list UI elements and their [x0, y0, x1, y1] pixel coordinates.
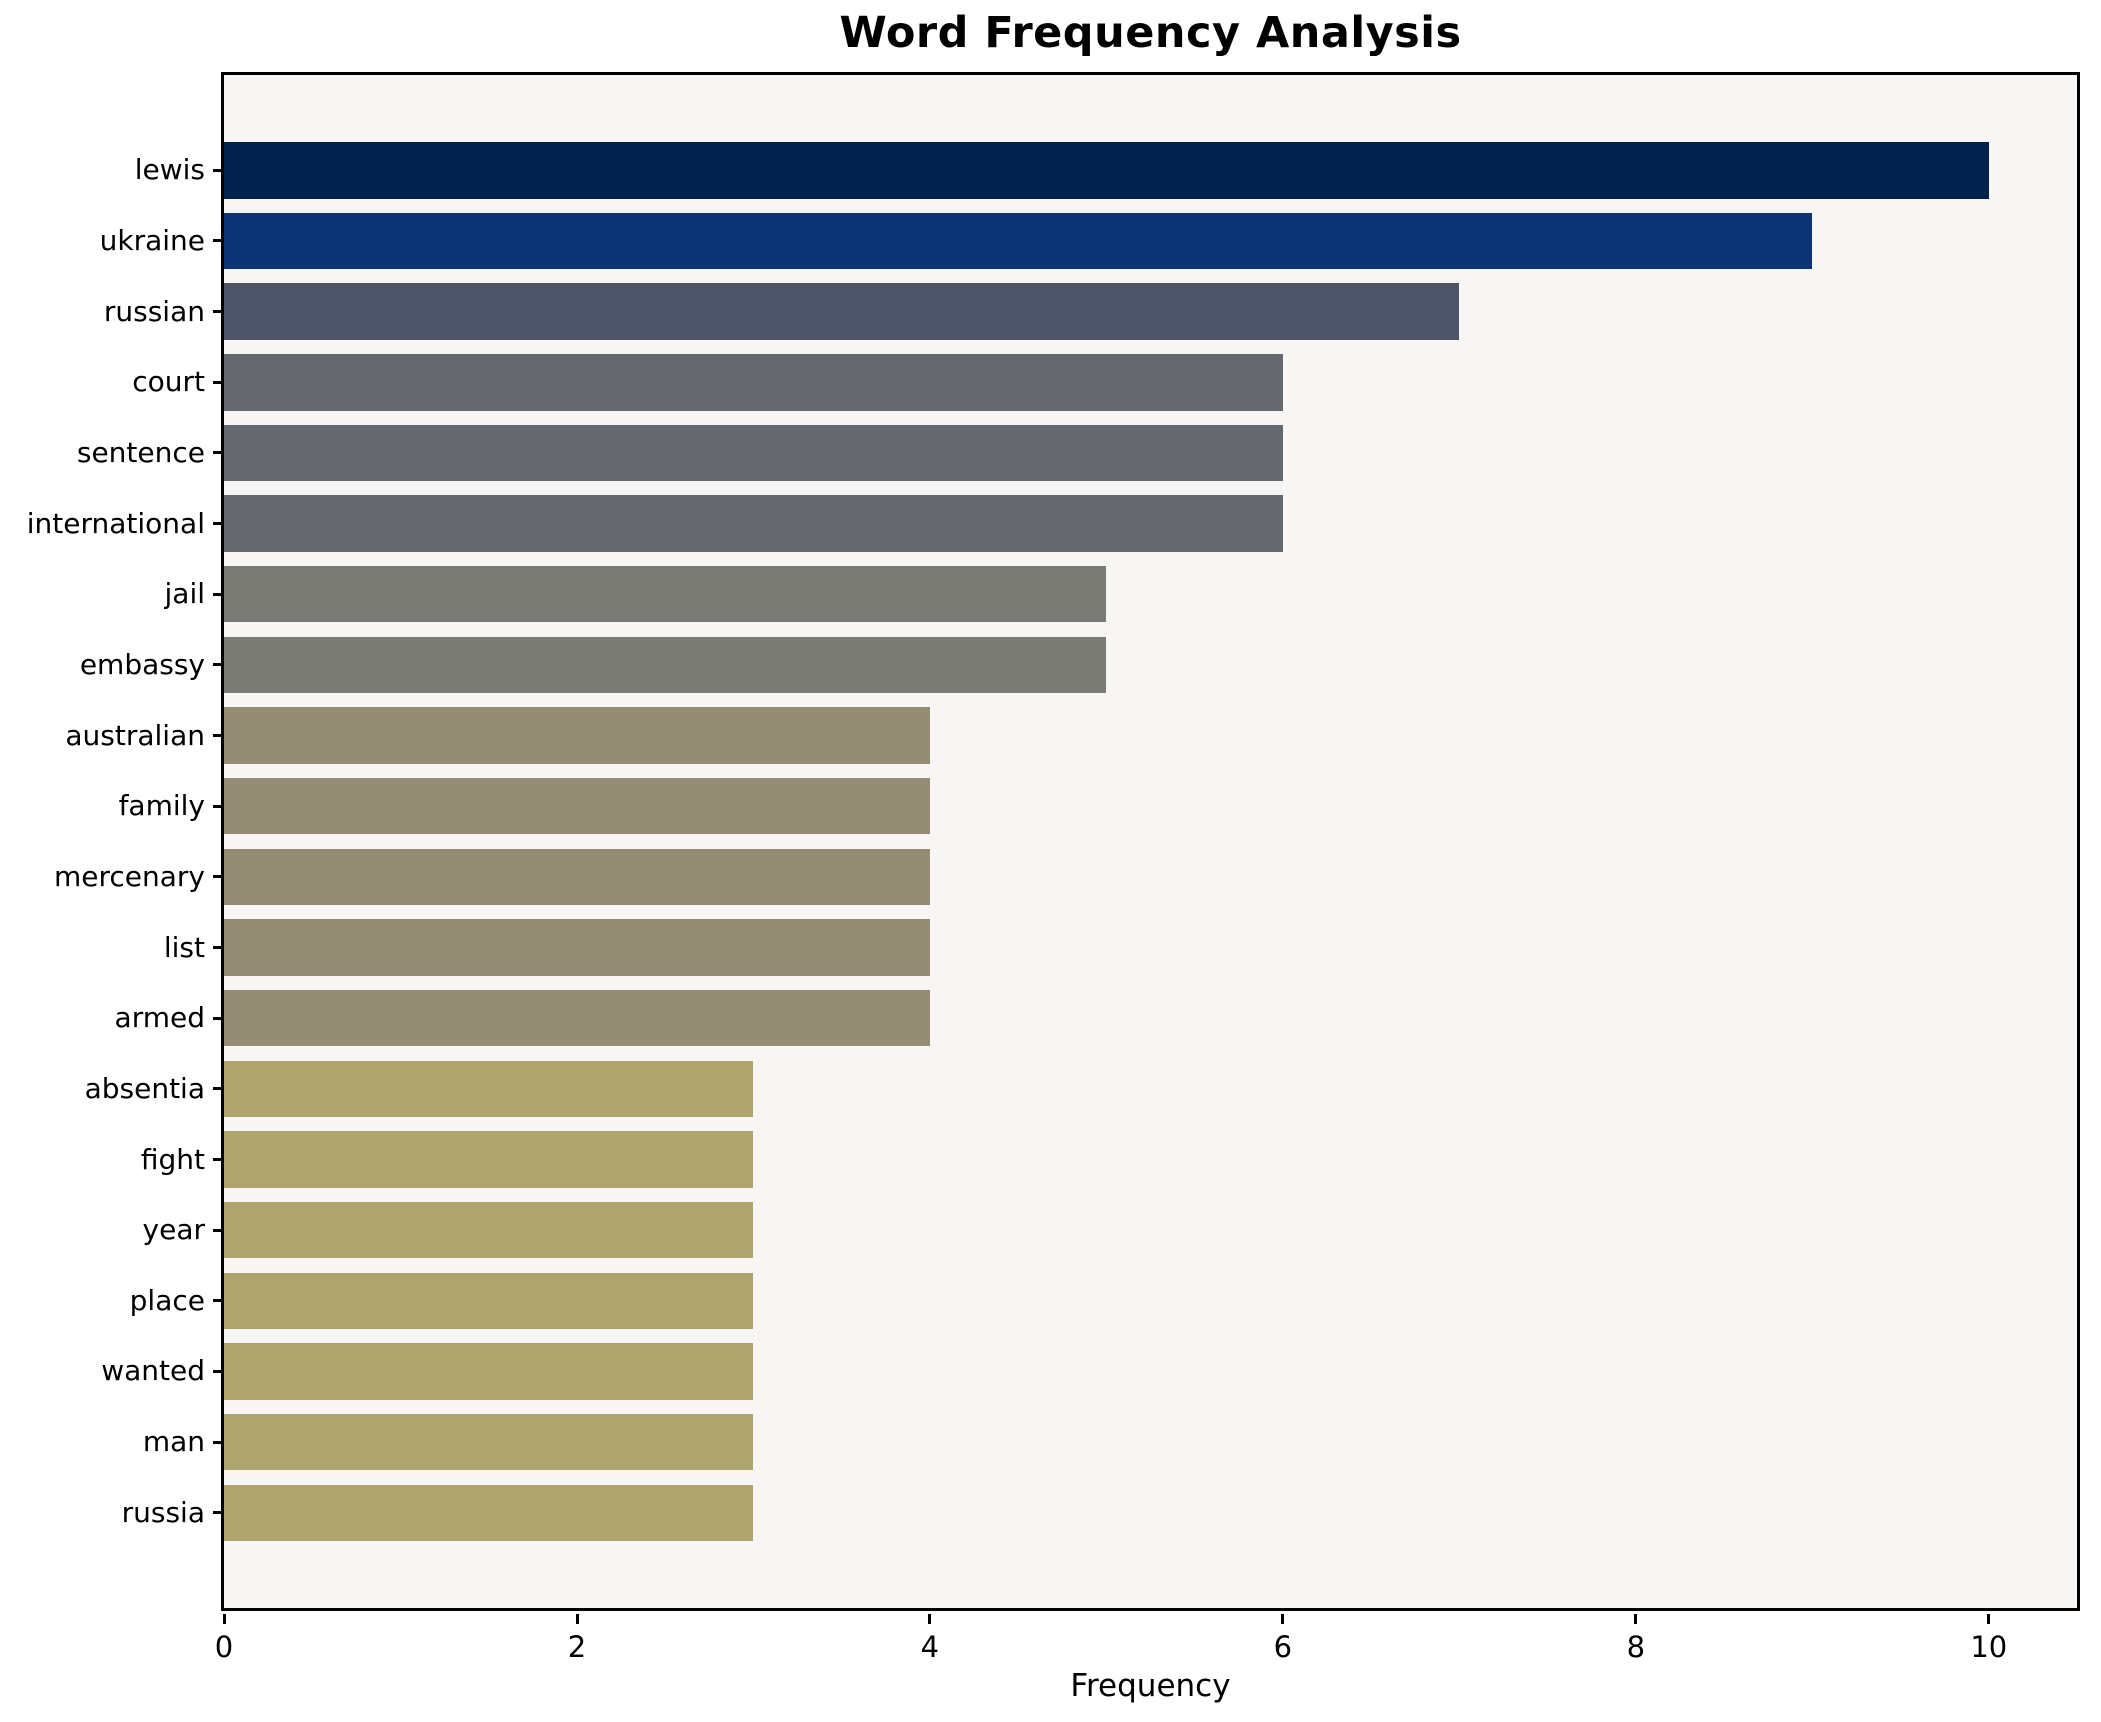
chart-title: Word Frequency Analysis	[839, 8, 1462, 58]
y-tick-mark	[213, 168, 221, 172]
x-tick-mark	[1281, 1614, 1285, 1624]
x-tick-mark	[222, 1614, 226, 1624]
x-tick-label-4: 4	[920, 1630, 940, 1664]
x-tick-label-10: 10	[1970, 1630, 2008, 1664]
bar-list	[224, 919, 930, 976]
y-tick-mark	[213, 1440, 221, 1444]
bar-jail	[224, 565, 1107, 623]
y-tick-mark	[213, 663, 221, 667]
bar-russia	[224, 1484, 754, 1541]
y-tick-mark	[213, 380, 221, 384]
y-tick-mark	[213, 946, 221, 949]
y-tick-label-mercenary: mercenary	[53, 859, 205, 893]
bar-court	[224, 354, 1283, 411]
bar-international	[224, 495, 1283, 552]
y-tick-label-court: court	[132, 365, 205, 399]
y-tick-label-australian: australian	[65, 718, 205, 752]
y-tick-label-russian: russian	[103, 294, 205, 328]
y-tick-label-family: family	[118, 789, 205, 823]
y-tick-label-lewis: lewis	[134, 153, 205, 187]
y-tick-mark	[213, 804, 221, 808]
y-tick-label-armed: armed	[114, 1001, 205, 1035]
y-tick-mark	[213, 875, 221, 879]
y-tick-mark	[213, 239, 221, 243]
x-tick-mark	[575, 1614, 579, 1624]
y-tick-mark	[213, 1016, 221, 1020]
bar-mercenary	[224, 848, 930, 906]
bar-lewis	[224, 142, 1989, 199]
plot-area	[221, 72, 2080, 1611]
bar-year	[224, 1201, 754, 1259]
y-tick-label-international: international	[26, 506, 205, 540]
bar-wanted	[224, 1343, 754, 1400]
bar-man	[224, 1413, 754, 1471]
bar-russian	[224, 283, 1460, 340]
bar-armed	[224, 989, 930, 1047]
y-tick-label-year: year	[142, 1213, 205, 1247]
y-tick-mark	[213, 310, 221, 314]
y-tick-mark	[213, 451, 221, 455]
y-tick-mark	[213, 1087, 221, 1091]
bar-absentia	[224, 1060, 754, 1117]
bar-fight	[224, 1131, 754, 1188]
bar-sentence	[224, 424, 1283, 482]
bar-ukraine	[224, 212, 1813, 270]
y-tick-label-man: man	[142, 1425, 205, 1459]
y-tick-label-ukraine: ukraine	[99, 223, 205, 257]
bar-embassy	[224, 636, 1107, 694]
y-tick-label-list: list	[163, 930, 205, 964]
x-tick-label-0: 0	[214, 1630, 234, 1664]
y-tick-mark	[213, 1299, 221, 1303]
y-tick-label-place: place	[129, 1283, 205, 1317]
y-tick-mark	[213, 522, 221, 525]
x-tick-mark	[1634, 1614, 1638, 1624]
x-tick-label-8: 8	[1626, 1630, 1646, 1664]
y-tick-label-russia: russia	[121, 1495, 205, 1529]
y-tick-mark	[213, 734, 221, 737]
y-tick-label-wanted: wanted	[101, 1354, 205, 1388]
y-tick-label-sentence: sentence	[76, 435, 205, 469]
y-tick-label-fight: fight	[140, 1142, 205, 1176]
y-tick-mark	[213, 1369, 221, 1373]
x-tick-mark	[928, 1614, 932, 1624]
y-tick-label-embassy: embassy	[79, 647, 205, 681]
x-axis-title: Frequency	[1070, 1668, 1231, 1704]
y-tick-label-absentia: absentia	[84, 1071, 205, 1105]
x-tick-mark	[1987, 1614, 1991, 1624]
bar-place	[224, 1272, 754, 1329]
bar-family	[224, 777, 930, 835]
bar-australian	[224, 707, 930, 764]
x-tick-label-6: 6	[1273, 1630, 1293, 1664]
y-tick-label-jail: jail	[164, 577, 206, 611]
y-tick-mark	[213, 1158, 221, 1161]
y-tick-mark	[213, 1511, 221, 1515]
y-tick-mark	[213, 1228, 221, 1232]
y-tick-mark	[213, 592, 221, 596]
x-tick-label-2: 2	[567, 1630, 587, 1664]
